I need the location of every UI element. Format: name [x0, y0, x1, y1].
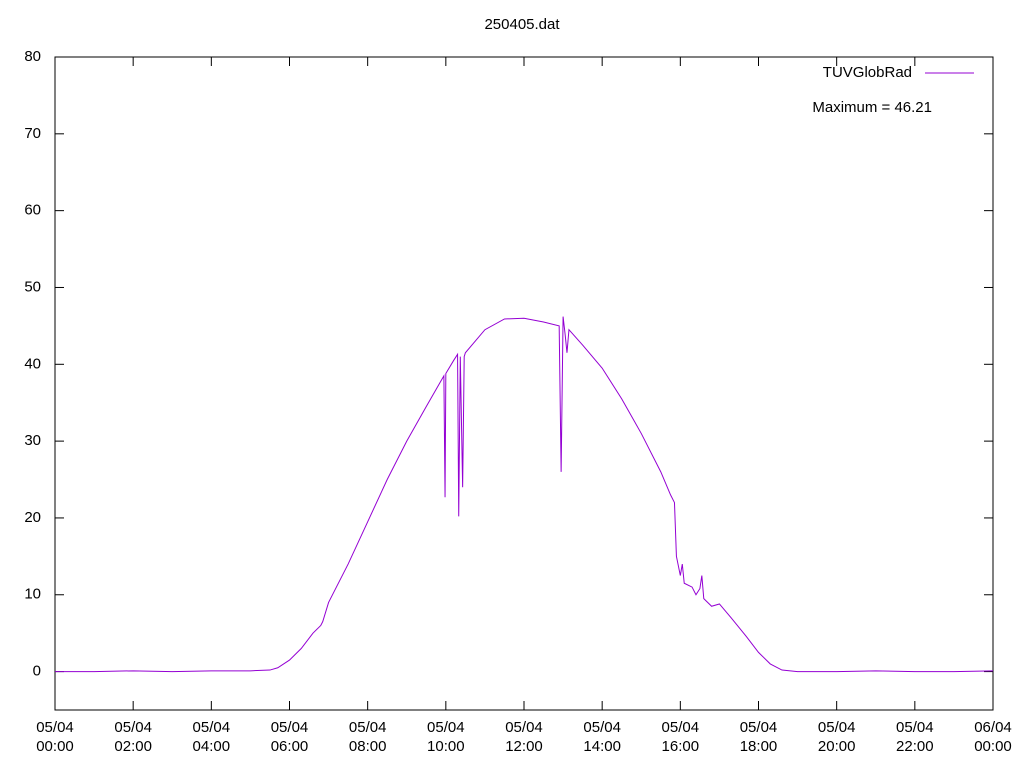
x-tick-label: 05/04 — [583, 719, 621, 736]
x-tick-label: 05/04 — [818, 719, 856, 736]
y-tick-label: 40 — [24, 355, 41, 372]
x-tick-label: 05/04 — [505, 719, 543, 736]
x-tick-label: 14:00 — [583, 738, 621, 755]
x-tick-label: 00:00 — [36, 738, 74, 755]
chart-title: 250405.dat — [484, 16, 560, 33]
x-tick-label: 05/04 — [427, 719, 465, 736]
x-tick-label: 06/04 — [974, 719, 1012, 736]
y-tick-label: 60 — [24, 202, 41, 219]
x-tick-label: 08:00 — [349, 738, 387, 755]
x-tick-label: 00:00 — [974, 738, 1012, 755]
x-tick-label: 02:00 — [114, 738, 152, 755]
x-tick-label: 05/04 — [896, 719, 934, 736]
x-tick-label: 22:00 — [896, 738, 934, 755]
x-tick-label: 05/04 — [349, 719, 387, 736]
x-tick-label: 18:00 — [740, 738, 778, 755]
x-tick-label: 20:00 — [818, 738, 856, 755]
y-tick-label: 80 — [24, 48, 41, 65]
y-tick-label: 70 — [24, 125, 41, 142]
x-tick-label: 05/04 — [662, 719, 700, 736]
x-tick-label: 05/04 — [36, 719, 74, 736]
legend-label: TUVGlobRad — [823, 64, 912, 81]
x-tick-label: 04:00 — [193, 738, 231, 755]
x-tick-label: 10:00 — [427, 738, 465, 755]
y-tick-label: 20 — [24, 509, 41, 526]
x-tick-label: 06:00 — [271, 738, 309, 755]
x-tick-label: 05/04 — [740, 719, 778, 736]
x-tick-label: 05/04 — [193, 719, 231, 736]
x-tick-label: 05/04 — [114, 719, 152, 736]
annotation: Maximum = 46.21 — [812, 99, 932, 116]
x-tick-label: 05/04 — [271, 719, 309, 736]
y-tick-label: 0 — [33, 663, 41, 680]
x-tick-label: 12:00 — [505, 738, 543, 755]
x-tick-label: 16:00 — [662, 738, 700, 755]
y-tick-label: 10 — [24, 586, 41, 603]
y-tick-label: 50 — [24, 278, 41, 295]
y-tick-label: 30 — [24, 432, 41, 449]
plot-border — [54, 56, 994, 711]
data-line — [55, 316, 994, 673]
